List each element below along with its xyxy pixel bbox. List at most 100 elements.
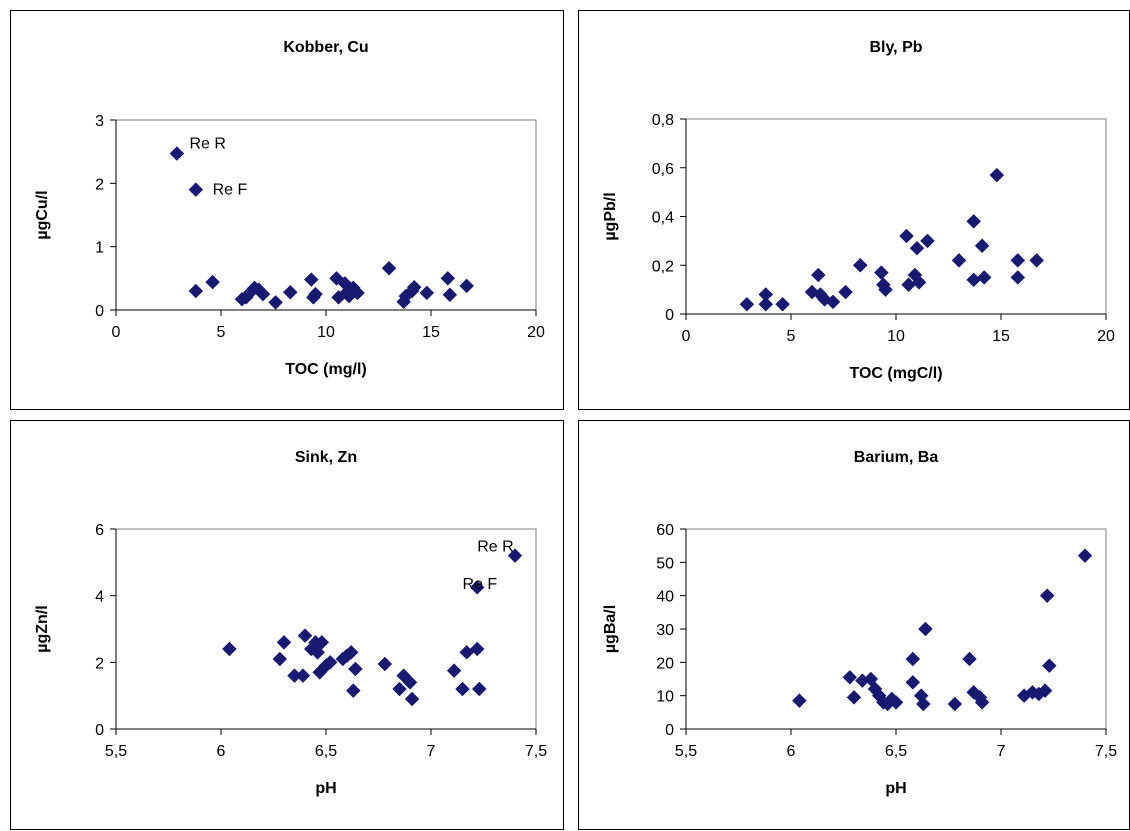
data-point — [295, 668, 311, 684]
x-tick-label: 10 — [317, 324, 335, 341]
x-axis-title: TOC (mg/l) — [285, 361, 366, 378]
y-tick-label: 0,6 — [652, 161, 674, 178]
data-point — [911, 274, 927, 290]
data-point — [303, 272, 319, 287]
data-point — [268, 295, 283, 310]
data-point — [255, 286, 271, 302]
y-tick-label: 1 — [95, 240, 104, 257]
data-point — [920, 233, 935, 249]
x-tick-label: 0 — [682, 328, 691, 345]
data-point — [974, 694, 990, 710]
data-point — [471, 681, 487, 697]
data-point — [282, 284, 298, 300]
data-point — [905, 651, 921, 667]
x-tick-label: 6,5 — [315, 743, 337, 760]
y-tick-label: 2 — [95, 655, 104, 672]
data-point — [976, 270, 992, 285]
data-point — [966, 214, 982, 229]
data-point — [909, 240, 925, 256]
y-axis-title: µgPb/l — [602, 192, 619, 240]
y-tick-label: 0 — [95, 303, 104, 320]
data-point — [446, 663, 462, 679]
y-tick-label: 0 — [95, 722, 104, 739]
y-axis-title: µgZn/l — [34, 605, 51, 652]
x-axis-title: pH — [315, 780, 336, 797]
data-point — [1041, 658, 1057, 674]
data-point — [947, 696, 963, 712]
x-tick-label: 10 — [887, 328, 905, 345]
y-axis-title: µgBa/l — [602, 605, 619, 653]
data-point — [348, 661, 363, 677]
data-point — [459, 278, 475, 294]
y-tick-label: 50 — [656, 555, 674, 572]
y-tick-label: 0,2 — [652, 258, 674, 275]
data-point — [308, 286, 323, 302]
x-tick-label: 7,5 — [1095, 743, 1117, 760]
data-point — [852, 257, 868, 273]
data-point — [377, 656, 393, 672]
y-tick-label: 30 — [656, 622, 674, 639]
x-tick-label: 7 — [997, 743, 1006, 760]
data-point — [888, 694, 904, 710]
data-point — [272, 651, 288, 667]
data-point — [381, 260, 397, 276]
data-point — [297, 628, 313, 644]
x-tick-label: 7 — [427, 743, 436, 760]
data-point — [825, 294, 841, 310]
data-point — [838, 284, 853, 300]
point-annotation: Re R — [190, 136, 226, 153]
data-point — [188, 283, 204, 299]
data-point — [775, 296, 790, 312]
x-tick-label: 6 — [217, 743, 226, 760]
data-point — [314, 634, 330, 650]
y-tick-label: 10 — [656, 689, 674, 706]
x-tick-label: 6 — [787, 743, 796, 760]
y-tick-label: 2 — [95, 176, 104, 193]
data-point — [469, 579, 485, 595]
y-tick-label: 6 — [95, 522, 104, 539]
data-point — [169, 146, 185, 161]
chart-panel-lead: Bly, Pb 0 0,2 0,4 0,6 0,8 0 5 10 15 20 TOC (mgC/l) µ… — [578, 10, 1130, 410]
x-tick-label: 20 — [527, 324, 545, 341]
x-tick-label: 20 — [1097, 328, 1115, 345]
data-point — [440, 270, 456, 286]
y-tick-label: 0 — [665, 722, 674, 739]
x-tick-label: 15 — [992, 328, 1010, 345]
chart-panel-zinc: Sink, Zn 0 2 4 6 5,5 6 6,5 7 7,5 pH µgZn/l Re R Re F — [10, 420, 564, 830]
point-annotation: Re F — [463, 576, 498, 593]
chart-copper: Kobber, Cu 0 1 2 3 0 5 10 15 20 TOC (mg/l) µgCu/l Re… — [34, 39, 545, 378]
data-point — [842, 669, 858, 685]
data-point — [810, 267, 826, 283]
plot-area — [115, 528, 537, 730]
x-tick-label: 5,5 — [105, 743, 127, 760]
data-point — [915, 696, 931, 712]
data-point — [322, 654, 338, 670]
data-point — [507, 548, 523, 564]
data-point — [455, 681, 470, 697]
data-point — [873, 265, 889, 280]
chart-barium: Barium, Ba 0 10 20 30 40 50 60 5,5 6 6,5 7 7,5 pH µgBa… — [602, 449, 1117, 797]
chart-panel-barium: Barium, Ba 0 10 20 30 40 50 60 5,5 6 6,5 7 7,5 pH µgBa… — [578, 420, 1130, 830]
data-point — [350, 285, 365, 301]
x-tick-label: 0 — [112, 324, 121, 341]
y-tick-label: 4 — [95, 589, 104, 606]
data-point — [966, 272, 982, 288]
data-point — [392, 681, 407, 697]
data-point — [905, 674, 921, 690]
y-tick-label: 40 — [656, 589, 674, 606]
point-annotation: Re F — [213, 182, 248, 199]
x-axis-title: pH — [885, 780, 906, 797]
data-point — [276, 634, 292, 650]
data-point — [1010, 270, 1026, 285]
data-point — [899, 228, 914, 244]
data-point — [442, 287, 458, 303]
data-point — [1039, 588, 1055, 604]
data-point — [343, 644, 359, 660]
y-tick-label: 0,8 — [652, 112, 674, 129]
x-tick-label: 5 — [217, 324, 226, 341]
x-tick-label: 5 — [787, 328, 796, 345]
data-point — [222, 641, 237, 657]
y-tick-label: 0 — [665, 307, 674, 324]
data-point — [205, 274, 220, 290]
data-point — [345, 683, 361, 699]
